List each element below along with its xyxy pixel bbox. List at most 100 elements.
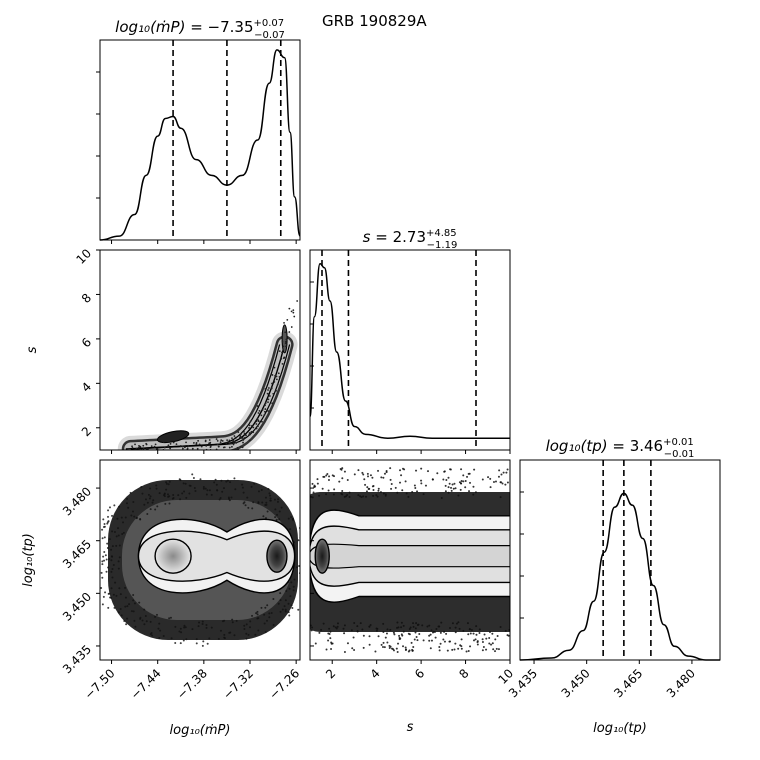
scatter-point-mdot-tp xyxy=(104,591,107,594)
scatter-point-mdot-tp xyxy=(268,492,271,495)
scatter-point-mdot-tp xyxy=(265,501,268,504)
scatter-point-s-tp xyxy=(472,632,475,635)
scatter-point-mdot-tp xyxy=(133,602,136,605)
scatter-point-mdot-tp xyxy=(107,606,110,609)
scatter-point-s-tp xyxy=(465,650,468,653)
scatter-point-mdot-tp xyxy=(119,593,122,596)
scatter-point-s-tp xyxy=(372,494,375,497)
scatter-point-mdot-tp xyxy=(252,501,255,504)
scatter-point-mdot-s xyxy=(134,453,136,455)
scatter-point-mdot-s xyxy=(232,443,235,446)
scatter-point-s-tp xyxy=(491,642,494,645)
scatter-point-mdot-tp xyxy=(208,489,211,492)
panel-hist-log-mdot xyxy=(99,39,301,241)
scatter-point-s-tp xyxy=(446,649,449,652)
scatter-point-s-tp xyxy=(443,630,446,633)
scatter-point-mdot-tp xyxy=(98,572,100,574)
scatter-point-mdot-s xyxy=(255,423,258,425)
ytick-label-log_tp-2: 3.465 xyxy=(60,537,94,571)
scatter-point-mdot-tp xyxy=(183,626,186,629)
scatter-point-s-tp xyxy=(375,627,378,630)
scatter-point-mdot-s xyxy=(197,439,200,442)
scatter-point-s-tp xyxy=(450,486,453,489)
scatter-point-mdot-tp xyxy=(146,513,149,516)
scatter-point-s-tp xyxy=(379,491,382,494)
scatter-point-s-tp xyxy=(325,474,328,477)
scatter-point-mdot-tp xyxy=(269,499,272,502)
scatter-point-mdot-s xyxy=(260,414,263,417)
scatter-point-mdot-s xyxy=(252,426,255,429)
scatter-point-s-tp xyxy=(322,475,325,478)
scatter-point-mdot-tp xyxy=(174,625,177,628)
scatter-point-mdot-tp xyxy=(223,633,226,636)
scatter-point-mdot-tp xyxy=(158,622,161,625)
scatter-point-s-tp xyxy=(313,486,316,489)
scatter-point-s-tp xyxy=(402,624,405,627)
scatter-point-s-tp xyxy=(408,627,411,630)
scatter-point-mdot-tp xyxy=(308,521,310,523)
ytick-label-log_tp-0: 3.435 xyxy=(60,642,94,676)
scatter-point-s-tp xyxy=(470,628,473,631)
scatter-point-s-tp xyxy=(362,634,365,637)
scatter-point-mdot-s xyxy=(230,442,232,445)
xtick-label-log_mdot-0: −7.50 xyxy=(82,666,118,702)
scatter-point-s-tp xyxy=(374,650,377,653)
scatter-point-s-tp xyxy=(444,490,447,493)
scatter-point-mdot-tp xyxy=(220,479,223,482)
scatter-point-mdot-tp xyxy=(254,633,257,636)
scatter-point-mdot-tp xyxy=(110,587,113,590)
scatter-point-s-tp xyxy=(393,633,396,636)
scatter-point-mdot-s xyxy=(267,387,270,389)
scatter-point-s-tp xyxy=(467,649,470,652)
scatter-point-mdot-tp xyxy=(257,490,260,493)
scatter-point-mdot-tp xyxy=(251,507,254,510)
scatter-point-mdot-tp xyxy=(302,541,304,543)
scatter-point-mdot-s xyxy=(195,441,198,444)
scatter-point-mdot-s xyxy=(131,445,133,448)
scatter-point-mdot-s xyxy=(205,445,208,447)
scatter-point-s-tp xyxy=(421,624,424,627)
scatter-point-mdot-s xyxy=(271,402,274,405)
scatter-point-s-tp xyxy=(384,636,387,639)
scatter-point-s-tp xyxy=(445,632,448,635)
scatter-point-s-tp xyxy=(381,646,384,649)
scatter-point-s-tp xyxy=(383,472,386,475)
scatter-point-mdot-s xyxy=(200,445,203,448)
scatter-point-s-tp xyxy=(415,469,418,472)
xtick-label-log_tp-1: 3.450 xyxy=(559,666,593,700)
scatter-point-mdot-tp xyxy=(245,637,248,640)
scatter-point-mdot-s xyxy=(267,410,269,412)
scatter-point-s-tp xyxy=(343,650,346,653)
scatter-point-mdot-tp xyxy=(174,641,177,644)
scatter-point-s-tp xyxy=(452,487,455,490)
scatter-point-s-tp xyxy=(431,631,434,634)
scatter-point-s-tp xyxy=(389,467,392,470)
scatter-point-s-tp xyxy=(336,622,339,625)
scatter-point-mdot-s xyxy=(271,374,274,376)
scatter-point-mdot-tp xyxy=(101,603,104,606)
scatter-point-s-tp xyxy=(368,625,371,628)
scatter-point-s-tp xyxy=(415,622,418,625)
scatter-point-mdot-s xyxy=(189,452,191,454)
scatter-point-mdot-s xyxy=(208,450,210,452)
scatter-point-s-tp xyxy=(359,495,362,498)
scatter-point-mdot-s xyxy=(169,442,172,445)
scatter-point-s-tp xyxy=(488,637,491,640)
scatter-point-mdot-s xyxy=(134,443,136,446)
scatter-point-s-tp xyxy=(438,625,441,628)
scatter-point-s-tp xyxy=(499,626,502,629)
scatter-point-mdot-tp xyxy=(280,506,283,509)
scatter-point-mdot-tp xyxy=(278,510,281,513)
scatter-point-mdot-s xyxy=(276,383,279,386)
scatter-point-mdot-s xyxy=(267,389,269,391)
scatter-point-s-tp xyxy=(469,645,472,648)
scatter-point-s-tp xyxy=(348,495,351,498)
scatter-point-mdot-tp xyxy=(253,482,256,485)
scatter-point-mdot-tp xyxy=(126,497,129,500)
scatter-point-mdot-s xyxy=(245,434,247,437)
scatter-point-s-tp xyxy=(467,472,470,475)
scatter-point-s-tp xyxy=(310,495,313,498)
scatter-point-mdot-tp xyxy=(223,637,226,640)
scatter-point-mdot-s xyxy=(243,432,246,435)
scatter-point-mdot-tp xyxy=(244,504,247,507)
